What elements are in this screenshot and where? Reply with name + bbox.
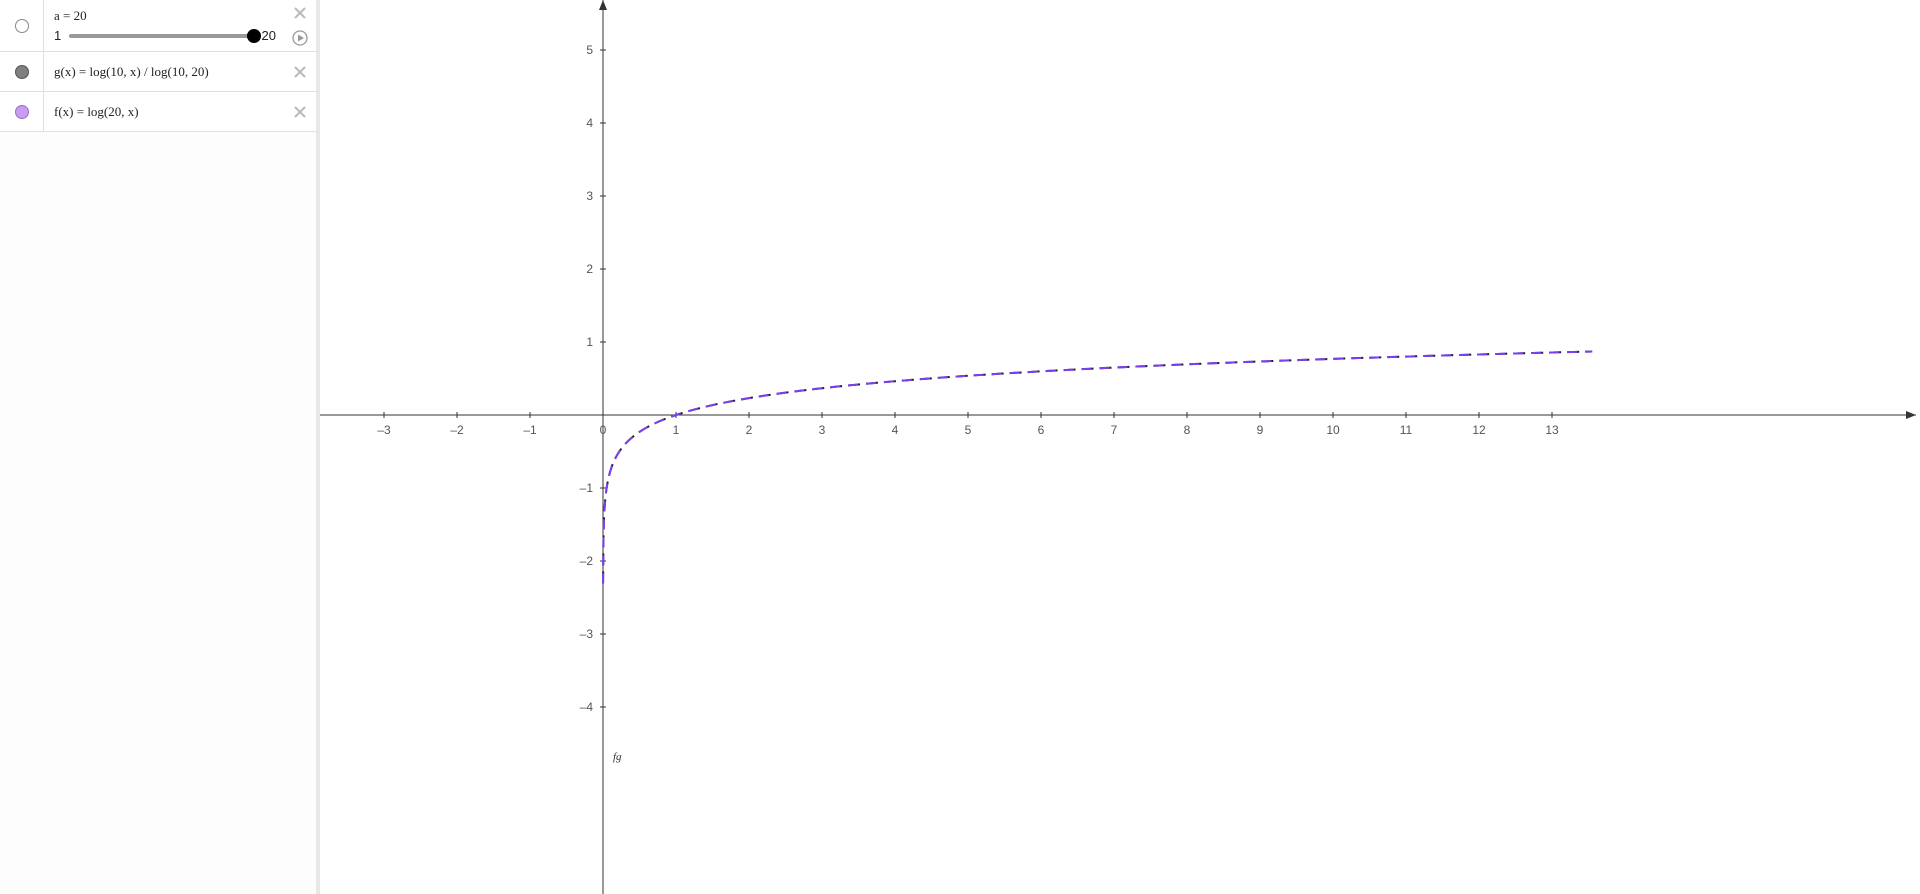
x-tick-label: 12 — [1472, 423, 1485, 437]
row-actions — [284, 92, 316, 131]
slider-track[interactable] — [69, 34, 253, 38]
app: a = 20120g(x) = log(10, x) / log(10, 20)… — [0, 0, 1920, 894]
x-tick-label: 3 — [819, 423, 826, 437]
close-icon[interactable] — [291, 4, 309, 22]
y-tick-label: –1 — [580, 481, 599, 495]
x-tick-label: 7 — [1111, 423, 1118, 437]
graphics-view[interactable]: –3–2–1012345678910111213–4–3–2–112345fg — [320, 0, 1920, 894]
row-actions — [284, 52, 316, 91]
y-tick-label: –3 — [580, 627, 599, 641]
y-tick-label: –4 — [580, 700, 599, 714]
definition-text: g(x) = log(10, x) / log(10, 20) — [54, 64, 276, 80]
close-icon[interactable] — [291, 103, 309, 121]
x-tick-label: 10 — [1326, 423, 1339, 437]
row-body[interactable]: f(x) = log(20, x) — [44, 92, 284, 131]
x-tick-label: 2 — [746, 423, 753, 437]
visibility-marble[interactable] — [15, 19, 29, 33]
y-tick-label: 1 — [586, 335, 599, 349]
x-tick-label: 6 — [1038, 423, 1045, 437]
algebra-row[interactable]: g(x) = log(10, x) / log(10, 20) — [0, 52, 316, 92]
x-tick-label: 8 — [1184, 423, 1191, 437]
x-tick-label: 5 — [965, 423, 972, 437]
y-tick-label: 2 — [586, 262, 599, 276]
y-tick-label: 5 — [586, 43, 599, 57]
definition-text: a = 20 — [54, 8, 276, 24]
x-tick-label: –3 — [377, 423, 390, 437]
x-tick-label: –1 — [523, 423, 536, 437]
x-tick-label: 4 — [892, 423, 899, 437]
y-tick-label: 3 — [586, 189, 599, 203]
x-tick-label: 11 — [1400, 423, 1412, 437]
visibility-toggle-col — [0, 92, 44, 131]
slider-min-label: 1 — [54, 28, 61, 43]
y-tick-label: –2 — [580, 554, 599, 568]
curve-f[interactable] — [603, 351, 1592, 583]
x-tick-label: 9 — [1257, 423, 1264, 437]
algebra-view: a = 20 1 20 g(x) = log(10, x) / log(10, 20)… — [0, 0, 320, 894]
x-tick-label: 13 — [1545, 423, 1558, 437]
algebra-row[interactable]: f(x) = log(20, x) — [0, 92, 316, 132]
slider[interactable]: 1 20 — [54, 28, 276, 43]
x-tick-label: –2 — [450, 423, 463, 437]
close-icon[interactable] — [291, 63, 309, 81]
x-tick-label: 0 — [600, 423, 607, 437]
function-label: fg — [613, 751, 622, 763]
visibility-toggle-col — [0, 52, 44, 91]
visibility-toggle-col — [0, 0, 44, 51]
graph-canvas[interactable] — [320, 0, 1916, 894]
y-tick-label: 4 — [586, 116, 599, 130]
visibility-marble[interactable] — [15, 65, 29, 79]
visibility-marble[interactable] — [15, 105, 29, 119]
row-body[interactable]: a = 20 1 20 — [44, 0, 284, 51]
definition-text: f(x) = log(20, x) — [54, 104, 276, 120]
play-icon[interactable] — [291, 29, 309, 47]
curve-g[interactable] — [603, 351, 1592, 583]
slider-thumb[interactable] — [247, 29, 261, 43]
algebra-row[interactable]: a = 20 1 20 — [0, 0, 316, 52]
x-tick-label: 1 — [673, 423, 680, 437]
row-body[interactable]: g(x) = log(10, x) / log(10, 20) — [44, 52, 284, 91]
slider-max-label: 20 — [262, 28, 276, 43]
row-actions — [284, 0, 316, 51]
